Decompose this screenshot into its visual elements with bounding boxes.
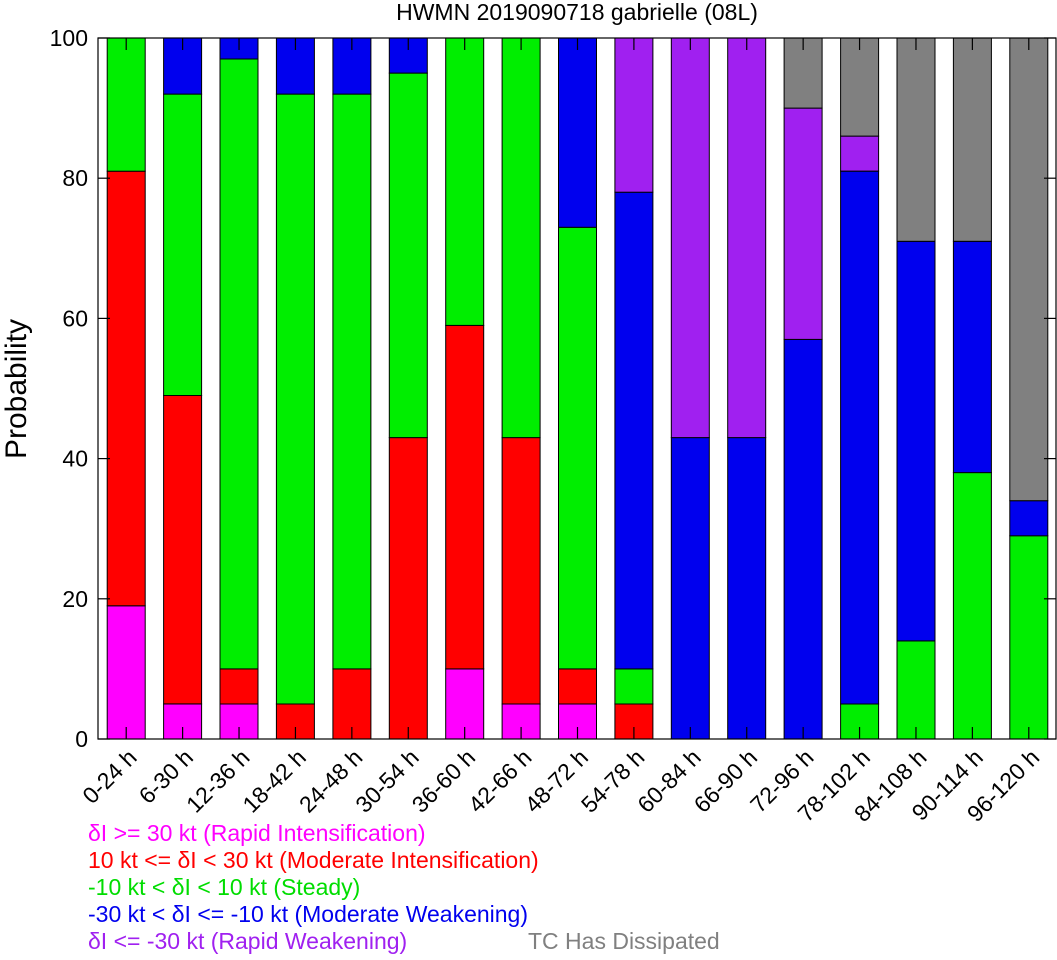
legend-label: δI <= -30 kt (Rapid Weakening) [88, 928, 408, 954]
bar-segment-rw-10 [670, 37, 710, 439]
legend-rapid-weakening: δI <= -30 kt (Rapid Weakening) TC Has Di… [88, 928, 720, 955]
bar-segment-mw-8 [558, 37, 597, 228]
bar-segment-mi-5 [388, 437, 428, 740]
bar-segment-ri-0 [106, 605, 146, 740]
legend-moderate-weakening: -30 kt < δI <= -10 kt (Moderate Weakenin… [88, 901, 539, 928]
bar-segment-st-3 [275, 93, 315, 705]
bar-segment-st-1 [163, 93, 203, 396]
bar-segment-st-14 [896, 640, 936, 740]
bar-segment-mi-1 [163, 395, 203, 705]
bar-segment-mw-16 [1009, 500, 1049, 537]
bar-segment-mi-7 [501, 437, 541, 705]
bar-segment-dis-16 [1009, 37, 1049, 502]
bar-segment-rw-12 [783, 107, 823, 340]
bar-segment-dis-14 [896, 37, 936, 242]
y-tick-label: 0 [75, 726, 88, 752]
bar-segment-st-2 [219, 58, 259, 670]
bar-segment-mw-15 [952, 240, 992, 474]
legend: δI >= 30 kt (Rapid Intensification) 10 k… [88, 820, 720, 955]
bar-segment-st-9 [614, 668, 654, 705]
bar-segment-mw-10 [670, 437, 710, 740]
bar-segment-st-6 [445, 37, 485, 326]
legend-moderate-intensification: 10 kt <= δI < 30 kt (Moderate Intensific… [88, 847, 539, 874]
legend-label: δI >= 30 kt (Rapid Intensification) [88, 820, 426, 846]
bar-segment-mw-12 [783, 338, 823, 740]
legend-rapid-intensification: δI >= 30 kt (Rapid Intensification) [88, 820, 539, 847]
bar-segment-mi-2 [219, 668, 259, 705]
bar-segment-mw-9 [614, 191, 654, 670]
y-tick-label: 60 [62, 305, 88, 331]
y-tick-label: 80 [62, 165, 88, 191]
legend-label: 10 kt <= δI < 30 kt (Moderate Intensific… [88, 847, 539, 873]
y-tick-label: 20 [62, 586, 88, 612]
bar-segment-st-5 [388, 72, 428, 439]
bar-segment-rw-13 [840, 135, 880, 172]
y-axis-label: Probability [0, 319, 33, 459]
bar-segment-rw-11 [727, 37, 767, 439]
legend-steady: -10 kt < δI < 10 kt (Steady) [88, 874, 539, 901]
bar-segment-mw-11 [727, 437, 767, 740]
legend-label: -10 kt < δI < 10 kt (Steady) [88, 874, 361, 900]
x-tick-label: 0-24 h [77, 744, 142, 809]
chart-title: HWMN 2019090718 gabrielle (08L) [396, 0, 758, 25]
bar-segment-dis-15 [952, 37, 992, 242]
legend-label: -30 kt < δI <= -10 kt (Moderate Weakenin… [88, 901, 529, 927]
y-tick-label: 40 [62, 446, 88, 472]
bar-segment-mw-14 [896, 240, 936, 642]
y-tick-label: 100 [50, 25, 88, 51]
bar-segment-dis-13 [840, 37, 880, 137]
bar-segment-st-16 [1009, 535, 1049, 740]
bars-group [106, 37, 1049, 740]
bar-segment-mw-13 [840, 170, 880, 705]
bar-segment-rw-9 [614, 37, 654, 193]
legend-dissipated: TC Has Dissipated [528, 928, 720, 954]
bar-segment-mi-6 [445, 324, 485, 670]
bar-segment-mi-8 [558, 668, 597, 705]
bar-segment-st-15 [952, 472, 992, 740]
bar-segment-st-8 [558, 226, 597, 670]
bar-segment-st-0 [106, 37, 146, 172]
bar-segment-st-4 [332, 93, 372, 670]
bar-segment-mi-0 [106, 170, 146, 607]
bar-segment-st-7 [501, 37, 541, 439]
